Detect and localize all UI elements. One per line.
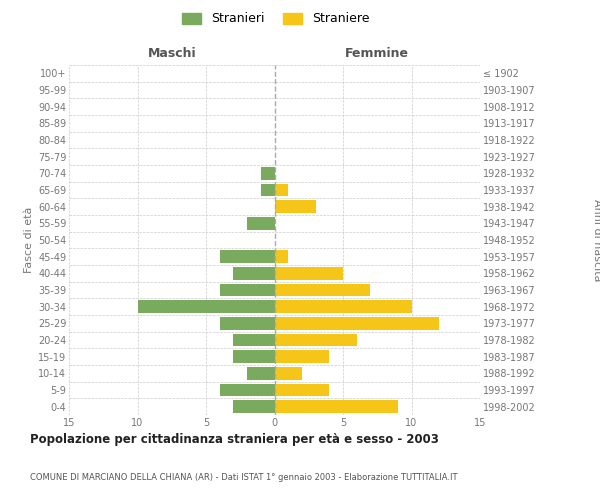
Y-axis label: Fasce di età: Fasce di età [23, 207, 34, 273]
Text: Femmine: Femmine [345, 47, 409, 60]
Bar [220, 384, 275, 396]
Bar [220, 317, 275, 330]
Text: Anni di nascita: Anni di nascita [592, 198, 600, 281]
Bar [275, 400, 398, 413]
Bar [275, 334, 356, 346]
Bar [261, 167, 275, 179]
Bar [275, 300, 412, 313]
Bar [275, 384, 329, 396]
Bar [137, 300, 275, 313]
Bar [275, 250, 288, 263]
Bar [275, 200, 316, 213]
Bar [275, 367, 302, 380]
Bar [233, 267, 275, 280]
Bar [275, 350, 329, 363]
Bar [220, 250, 275, 263]
Legend: Stranieri, Straniere: Stranieri, Straniere [179, 8, 373, 29]
Bar [275, 184, 288, 196]
Bar [247, 367, 275, 380]
Bar [275, 317, 439, 330]
Bar [233, 350, 275, 363]
Bar [275, 267, 343, 280]
Text: COMUNE DI MARCIANO DELLA CHIANA (AR) - Dati ISTAT 1° gennaio 2003 - Elaborazione: COMUNE DI MARCIANO DELLA CHIANA (AR) - D… [30, 472, 458, 482]
Bar [247, 217, 275, 230]
Bar [261, 184, 275, 196]
Text: Maschi: Maschi [148, 47, 196, 60]
Bar [233, 334, 275, 346]
Bar [220, 284, 275, 296]
Bar [275, 284, 370, 296]
Text: Popolazione per cittadinanza straniera per età e sesso - 2003: Popolazione per cittadinanza straniera p… [30, 432, 439, 446]
Bar [233, 400, 275, 413]
